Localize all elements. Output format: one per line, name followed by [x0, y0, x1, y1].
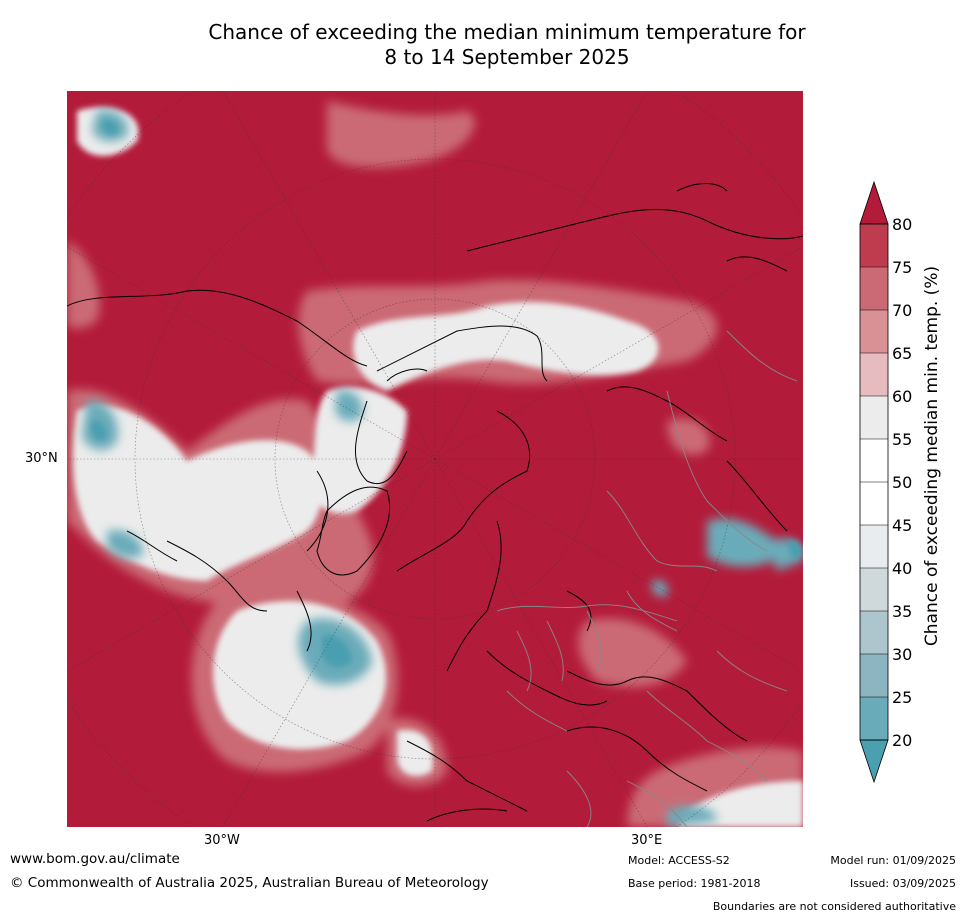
colorbar-ticks: 80 75 70 65 60 55 50 45 40 35 30 25 20 [860, 215, 912, 750]
colorbar-band [860, 568, 888, 611]
colorbar-tick-label: 55 [892, 430, 912, 449]
longitude-label-30e: 30°E [631, 833, 663, 848]
colorbar-tick-label: 75 [892, 258, 912, 277]
colorbar-tick-label: 20 [892, 731, 912, 750]
colorbar-tick-label: 50 [892, 473, 912, 492]
colorbar-tick-label: 35 [892, 602, 912, 621]
colorbar-tick-label: 60 [892, 387, 912, 406]
latitude-label-30n: 30°N [25, 451, 58, 466]
colorbar-tick-label: 40 [892, 559, 912, 578]
colorbar-extend-bottom [859, 739, 889, 784]
footer-base-period: Base period: 1981-2018 [628, 877, 761, 890]
colorbar-tick-label: 80 [892, 215, 912, 234]
coastlines [67, 183, 803, 822]
footer-model: Model: ACCESS-S2 [628, 854, 730, 867]
colorbar-tick-label: 45 [892, 516, 912, 535]
probability-below-40-regions [82, 110, 803, 827]
colorbar-band [860, 611, 888, 654]
colorbar-band [860, 310, 888, 353]
colorbar-band [860, 353, 888, 396]
country-borders [496, 330, 798, 827]
footer-copyright: © Commonwealth of Australia 2025, Austra… [10, 875, 489, 891]
colorbar-band [860, 654, 888, 697]
colorbar-band [860, 224, 888, 267]
colorbar: 80 75 70 65 60 55 50 45 40 35 30 25 20 [859, 180, 912, 784]
colorbar-title-text: Chance of exceeding median min. temp. (%… [922, 265, 942, 647]
colorbar-band [860, 697, 888, 740]
colorbar-band [860, 396, 888, 439]
colorbar-band [860, 439, 888, 482]
footer-model-run: Model run: 01/09/2025 [830, 854, 956, 867]
colorbar-tick-label: 65 [892, 344, 912, 363]
graticule [67, 91, 803, 827]
colorbar-tick-label: 30 [892, 645, 912, 664]
title-line-1: Chance of exceeding the median minimum t… [208, 20, 806, 44]
footer-url[interactable]: www.bom.gov.au/climate [10, 851, 180, 867]
colorbar-extend-top [859, 180, 889, 225]
colorbar-tick-label: 70 [892, 301, 912, 320]
probability-20-30-regions [91, 120, 803, 668]
colorbar-tick-label: 25 [892, 688, 912, 707]
title-line-2: 8 to 14 September 2025 [384, 45, 630, 69]
footer-disclaimer: Boundaries are not considered authoritat… [712, 900, 956, 913]
longitude-label-30w: 30°W [204, 833, 240, 848]
footer-issued: Issued: 03/09/2025 [849, 877, 956, 890]
forecast-map[interactable] [67, 91, 803, 827]
colorbar-band [860, 267, 888, 310]
colorbar-band [860, 482, 888, 525]
colorbar-band [860, 525, 888, 568]
chart-title: Chance of exceeding the median minimum t… [67, 20, 947, 70]
